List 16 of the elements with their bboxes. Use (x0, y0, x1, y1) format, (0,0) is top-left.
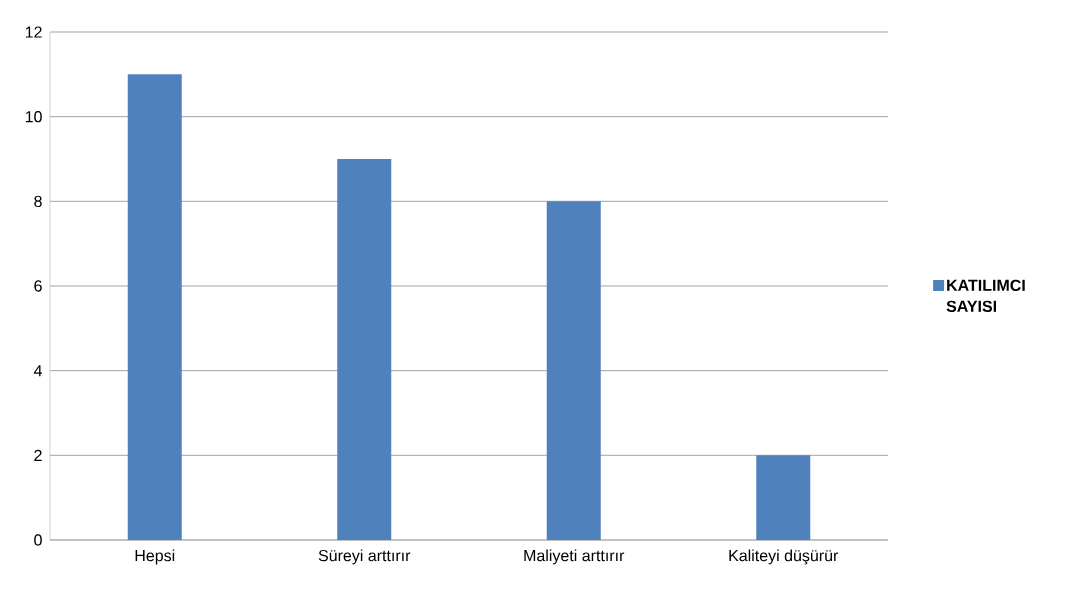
y-tick-label: 0 (34, 534, 42, 546)
y-tick-label: 10 (25, 111, 42, 123)
y-tick-label: 2 (34, 449, 42, 461)
x-tick-label: Maliyeti arttırır (524, 549, 625, 565)
bar (546, 201, 601, 540)
bar (127, 74, 182, 540)
y-tick-label: 6 (34, 280, 42, 292)
x-tick-label: Hepsi (135, 549, 175, 565)
y-tick-label: 12 (25, 26, 42, 38)
y-tick-label: 8 (34, 195, 42, 207)
bar (756, 455, 811, 540)
x-tick-label: Süreyi arttırır (318, 549, 411, 565)
bar (337, 158, 392, 540)
legend-label: KATILIMCI SAYISI (946, 279, 1025, 312)
y-tick-label: 4 (33, 365, 42, 377)
x-tick-label: Kaliteyi düşürür (729, 549, 839, 565)
